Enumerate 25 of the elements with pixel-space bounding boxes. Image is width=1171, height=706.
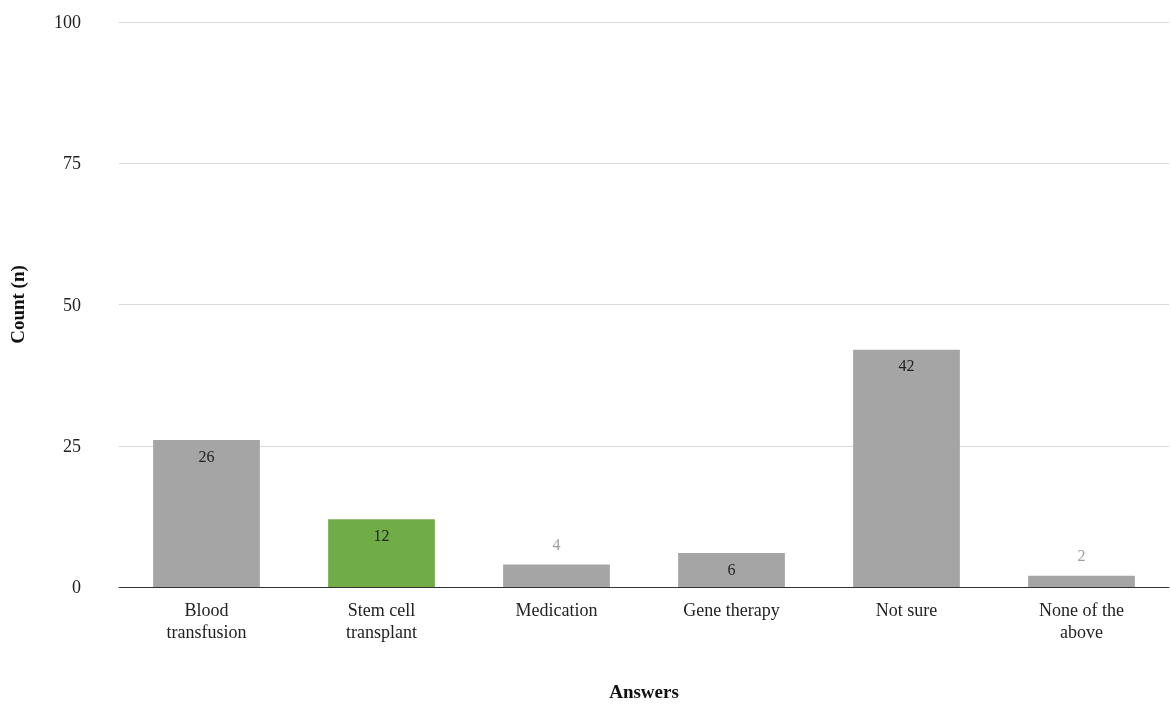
y-axis-title: Count (n) — [7, 265, 29, 344]
data-label: 26 — [198, 447, 215, 465]
x-tick-label: Stem cell transplant — [346, 600, 417, 642]
bar — [153, 440, 260, 587]
bar — [503, 564, 610, 587]
x-axis-title: Answers — [609, 681, 679, 702]
x-tick-label: Blood transfusion — [166, 600, 247, 642]
bar — [853, 349, 960, 587]
x-tick-label: None of the above — [1039, 600, 1124, 642]
data-label: 42 — [898, 357, 915, 375]
data-label: 6 — [727, 560, 736, 578]
data-label: 12 — [373, 526, 390, 544]
bar — [678, 553, 785, 587]
y-tick-label: 0 — [72, 577, 81, 597]
bar — [328, 519, 435, 587]
y-tick-label: 50 — [63, 294, 81, 315]
y-tick-label: 75 — [63, 153, 81, 174]
x-tick-label: Medication — [515, 600, 598, 620]
data-label: 2 — [1077, 547, 1086, 565]
y-tick-label: 100 — [54, 12, 81, 32]
bar — [1028, 575, 1135, 587]
x-tick-label: Gene therapy — [683, 600, 780, 620]
y-tick-label: 25 — [63, 435, 81, 456]
data-label: 4 — [552, 535, 561, 553]
x-tick-label: Not sure — [875, 600, 938, 620]
